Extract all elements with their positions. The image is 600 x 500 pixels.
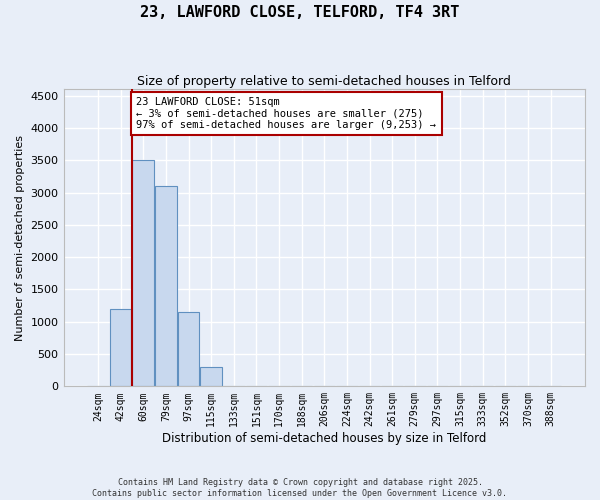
Bar: [110, 309, 131, 386]
Bar: [133, 160, 154, 386]
Text: 23, LAWFORD CLOSE, TELFORD, TF4 3RT: 23, LAWFORD CLOSE, TELFORD, TF4 3RT: [140, 5, 460, 20]
Text: Contains HM Land Registry data © Crown copyright and database right 2025.
Contai: Contains HM Land Registry data © Crown c…: [92, 478, 508, 498]
Title: Size of property relative to semi-detached houses in Telford: Size of property relative to semi-detach…: [137, 75, 511, 88]
Text: 23 LAWFORD CLOSE: 51sqm
← 3% of semi-detached houses are smaller (275)
97% of se: 23 LAWFORD CLOSE: 51sqm ← 3% of semi-det…: [136, 97, 436, 130]
Bar: [155, 186, 176, 386]
Bar: [200, 367, 222, 386]
Y-axis label: Number of semi-detached properties: Number of semi-detached properties: [15, 134, 25, 341]
Bar: [178, 312, 199, 386]
X-axis label: Distribution of semi-detached houses by size in Telford: Distribution of semi-detached houses by …: [162, 432, 487, 445]
